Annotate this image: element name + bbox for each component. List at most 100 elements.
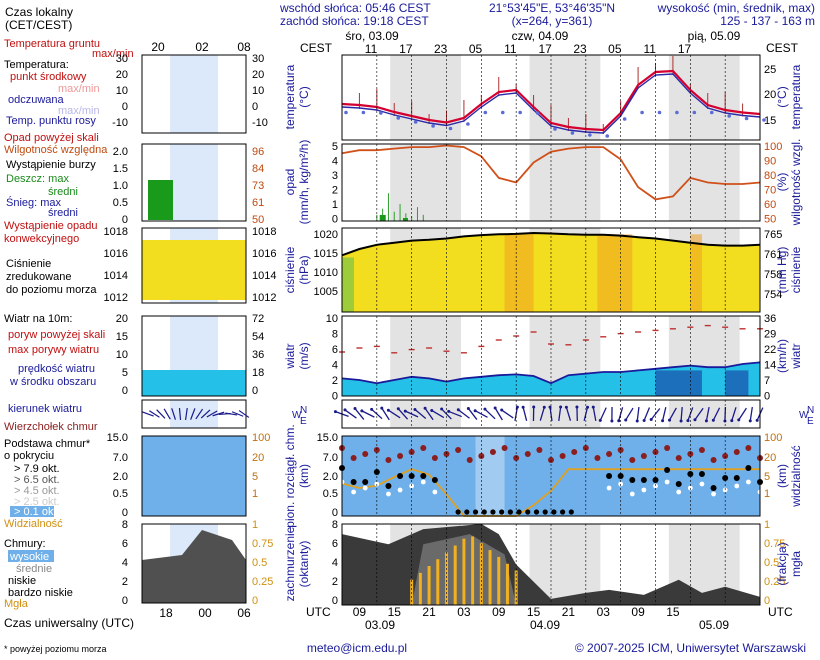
wind-direction-head <box>559 405 563 409</box>
label: 23 <box>573 42 587 56</box>
label: 15 <box>666 605 680 619</box>
label: Temperatura: <box>4 59 69 71</box>
label: 11 <box>643 42 656 56</box>
label: Temperatura gruntu <box>4 38 100 50</box>
label: 0 <box>122 385 128 397</box>
label: średnie <box>16 563 52 575</box>
label: 30 <box>252 53 264 65</box>
label: 0.5 <box>113 488 128 500</box>
label: > 7.9 okt. <box>14 463 60 475</box>
label: pion. rozciągł. chm. <box>283 424 297 527</box>
label: 0.5 <box>764 557 779 569</box>
label: 14 <box>764 360 776 372</box>
label: (frakcja) <box>775 542 789 585</box>
label: 0 <box>122 101 128 113</box>
label: (hPa) <box>297 255 311 284</box>
label: 1 <box>252 488 258 500</box>
pressure-band <box>504 234 534 312</box>
cloud-top-dot <box>664 445 671 451</box>
wind-direction-head <box>624 418 628 422</box>
label: 0 <box>332 595 338 607</box>
cloud-top-dot <box>455 447 462 453</box>
label: 1 <box>764 488 770 500</box>
rain-mean-bar <box>379 215 386 221</box>
cloud-top-dot <box>606 451 613 457</box>
cloud-base-clear <box>475 436 505 516</box>
label: 72 <box>252 313 264 325</box>
label: 0 <box>764 391 770 403</box>
label: 0 <box>332 507 338 519</box>
night-band <box>529 400 601 428</box>
cloud-base-dot <box>362 479 369 485</box>
label: Wystąpienie opadu <box>4 220 97 232</box>
label: bardzo niskie <box>8 587 73 599</box>
cloud-base-dot <box>481 509 487 515</box>
wind-direction-head <box>617 419 621 423</box>
wind-direction-head <box>591 405 595 409</box>
cloud-base-dot <box>664 467 671 473</box>
fog-bar <box>445 552 448 605</box>
label: 03.09 <box>365 618 395 632</box>
label: 1 <box>252 519 258 531</box>
label: 2.0 <box>113 146 128 158</box>
label: 5 <box>332 141 338 153</box>
dew-point-dot <box>657 110 662 115</box>
label: 0.75 <box>764 538 785 550</box>
night-band <box>668 400 740 428</box>
label: © 2007-2025 ICM, Uniwersytet Warszawski <box>575 641 806 655</box>
wind-direction-head <box>403 409 407 413</box>
wind-direction-head <box>456 408 460 412</box>
label: odczuwana <box>8 94 65 106</box>
wind-direction-head <box>500 408 504 412</box>
night-band <box>668 55 740 140</box>
label: N <box>300 405 307 416</box>
label: Wierzchołek chmur <box>4 421 98 433</box>
panel-frame <box>341 435 761 517</box>
label: 11 <box>365 42 378 56</box>
cloud-base-dot-low <box>676 489 682 495</box>
label: (m/s) <box>297 342 311 369</box>
label: 1020 <box>314 229 338 241</box>
wind-direction-head <box>704 419 708 423</box>
label: Śnieg: max <box>6 196 62 209</box>
label: (mm Hg) <box>775 247 789 294</box>
wind-direction-arrow <box>558 406 562 422</box>
dew-point-dot <box>622 117 627 121</box>
label: 0 <box>332 214 338 226</box>
fog-bar <box>479 543 483 605</box>
cloud-base-dot <box>397 473 404 479</box>
fog-bar <box>427 566 431 605</box>
label: 17 <box>678 42 692 56</box>
wind-direction-arrow <box>381 407 390 421</box>
legend-panel-frame <box>141 54 247 134</box>
wind-direction-arrow <box>680 406 683 422</box>
label: 4 <box>332 360 338 372</box>
main-panel <box>333 54 766 606</box>
wind-direction-arrow <box>467 408 478 420</box>
wind-speed-band <box>655 370 702 396</box>
dew-point-dot <box>553 127 557 131</box>
label: 23 <box>434 42 448 56</box>
label: max/min <box>58 83 100 95</box>
label: UTC <box>306 605 331 619</box>
night-band <box>529 144 601 221</box>
wind-direction-head <box>610 419 614 423</box>
wind-direction-arrow <box>388 409 401 419</box>
label: 758 <box>764 269 782 281</box>
cloud-top-dot <box>489 449 496 455</box>
legend-high-swatch <box>8 550 54 562</box>
label: 15 <box>527 605 541 619</box>
wind-direction-head <box>353 407 357 411</box>
wind-direction-head <box>413 408 417 412</box>
label: 1018 <box>252 226 276 238</box>
cloud-top-dot <box>594 455 601 461</box>
wind-direction-arrow <box>448 410 462 418</box>
wind-direction-head <box>466 406 470 410</box>
label: N <box>807 405 814 416</box>
label: 20 <box>764 452 776 464</box>
label: 05 <box>469 42 483 56</box>
cloud-top-dot <box>431 455 438 461</box>
label: 02 <box>195 40 209 54</box>
label: 10 <box>326 313 338 325</box>
